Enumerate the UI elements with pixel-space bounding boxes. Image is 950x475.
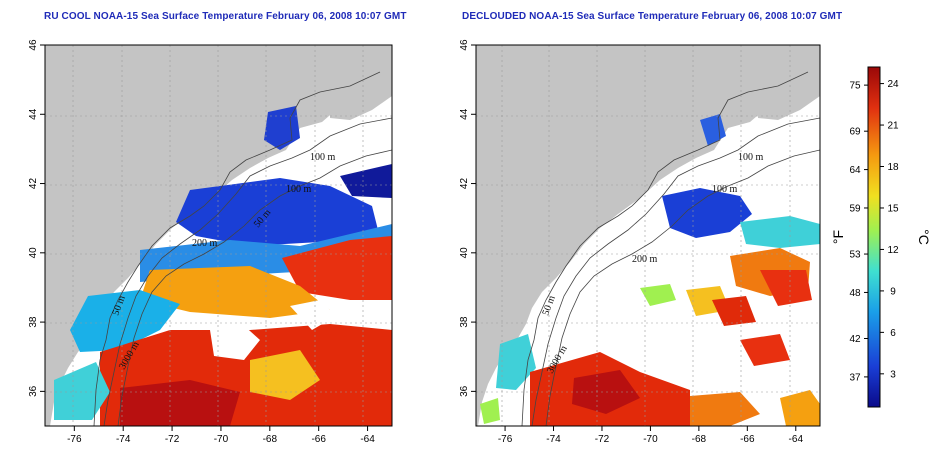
contour-label: 200 m: [192, 238, 218, 249]
celsius-tick-label: 24: [887, 79, 899, 90]
colorbar: 24 21 18 15 12 9 6 3 75 69 64 59 53 48 42 37 °F °C: [830, 66, 932, 408]
x-tick-label: -72: [595, 434, 610, 445]
contour-label: 100 m: [286, 184, 312, 195]
nova-scotia-land: [758, 70, 820, 120]
x-tick-label: -70: [214, 434, 229, 445]
sst-data-left: [54, 106, 392, 426]
celsius-tick-label: 3: [890, 369, 896, 380]
y-tick-label: 44: [28, 108, 39, 120]
x-tick-label: -68: [692, 434, 707, 445]
grid-right: [476, 45, 820, 426]
celsius-tick-label: 6: [890, 328, 896, 339]
colorbar-ramp: [867, 66, 881, 408]
x-tick-label: -66: [311, 434, 326, 445]
contours-right: [521, 71, 820, 426]
contours-left: [93, 71, 392, 426]
x-tick-label: -74: [116, 434, 131, 445]
fahrenheit-tick-label: 48: [849, 288, 861, 299]
land-mass: [476, 45, 820, 426]
colorbar-ticks: [864, 83, 884, 378]
y-tick-label: 44: [459, 108, 470, 120]
contour-label: 100 m: [738, 152, 764, 163]
fahrenheit-tick-label: 69: [849, 127, 861, 138]
y-tick-label: 42: [459, 178, 470, 190]
celsius-tick-label: 21: [887, 121, 899, 132]
left-map-title: RU COOL NOAA-15 Sea Surface Temperature …: [44, 11, 407, 22]
x-tick-label: -68: [263, 434, 278, 445]
y-tick-label: 46: [459, 39, 470, 51]
celsius-tick-label: 9: [890, 286, 896, 297]
left-map-panel: 100 m 100 m 50 m 200 m 50 m 3000 m: [45, 45, 392, 426]
left-map-frame: [44, 44, 393, 427]
y-tick-label: 36: [459, 385, 470, 397]
fahrenheit-tick-label: 42: [849, 334, 861, 345]
y-tick-label: 46: [28, 39, 39, 51]
fahrenheit-tick-label: 64: [849, 165, 861, 176]
x-tick-label: -74: [546, 434, 561, 445]
y-tick-label: 38: [459, 316, 470, 328]
right-map-frame: [475, 44, 821, 427]
fahrenheit-tick-label: 75: [849, 81, 861, 92]
nova-scotia-land: [330, 70, 392, 120]
fahrenheit-tick-label: 59: [849, 203, 861, 214]
grid-left: [45, 45, 392, 426]
x-tick-label: -70: [643, 434, 658, 445]
x-tick-label: -64: [789, 434, 804, 445]
contour-label: 100 m: [310, 152, 336, 163]
contour-label: 100 m: [712, 184, 738, 195]
y-tick-label: 36: [28, 385, 39, 397]
land-mass: [45, 45, 392, 426]
fahrenheit-tick-label: 37: [849, 372, 861, 383]
x-tick-label: -72: [165, 434, 180, 445]
contour-label: 200 m: [632, 254, 658, 265]
sst-data-right: [480, 114, 820, 426]
x-tick-label: -76: [67, 434, 82, 445]
y-tick-label: 42: [28, 178, 39, 190]
right-map-title: DECLOUDED NOAA-15 Sea Surface Temperatur…: [462, 11, 843, 22]
x-tick-label: -76: [498, 434, 513, 445]
axis-ticks: [40, 44, 797, 431]
celsius-unit-label: °C: [916, 229, 932, 245]
fahrenheit-unit-label: °F: [830, 230, 846, 244]
celsius-tick-label: 18: [887, 162, 899, 173]
fahrenheit-tick-label: 53: [849, 250, 861, 261]
y-tick-label: 38: [28, 316, 39, 328]
axis-labels: -76 -74 -72 -70 -68 -66 -64 36 38 40 42 44 46 -76 -74 -…: [28, 39, 803, 445]
x-tick-label: -64: [360, 434, 375, 445]
y-tick-label: 40: [28, 247, 39, 259]
x-tick-label: -66: [740, 434, 755, 445]
celsius-tick-label: 15: [887, 203, 899, 214]
y-tick-label: 40: [459, 247, 470, 259]
right-map-panel: 100 m 100 m 200 m 50 m 3000 m: [476, 45, 820, 426]
celsius-tick-label: 12: [887, 245, 899, 256]
colorbar-labels: 24 21 18 15 12 9 6 3 75 69 64 59 53 48 42 37: [849, 79, 899, 383]
